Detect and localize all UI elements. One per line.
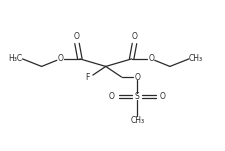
Text: CH₃: CH₃ xyxy=(189,54,203,63)
Text: O: O xyxy=(134,72,140,82)
Text: CH₃: CH₃ xyxy=(130,116,144,125)
Text: O: O xyxy=(148,54,154,63)
Text: O: O xyxy=(74,32,79,41)
Text: H₃C: H₃C xyxy=(8,54,22,63)
Text: O: O xyxy=(109,92,115,101)
Text: O: O xyxy=(57,54,63,63)
Text: O: O xyxy=(160,92,166,101)
Text: S: S xyxy=(135,92,140,101)
Text: F: F xyxy=(86,72,90,82)
Text: O: O xyxy=(132,32,138,41)
